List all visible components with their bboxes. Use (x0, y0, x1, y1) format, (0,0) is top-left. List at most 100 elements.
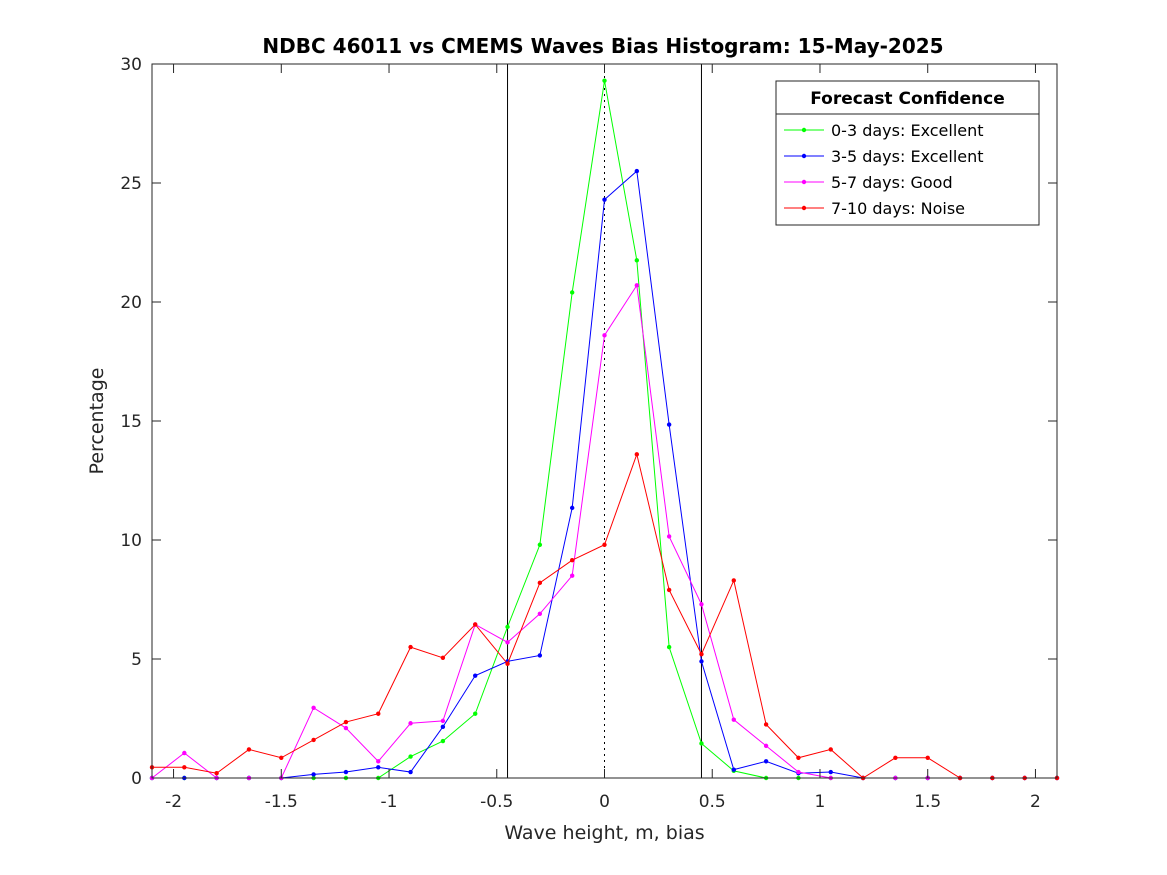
legend-item: 3-5 days: Excellent (784, 147, 984, 166)
x-tick-label: -2 (165, 792, 182, 812)
data-point (408, 769, 413, 775)
y-tick-label: 25 (120, 174, 142, 194)
chart-title: NDBC 46011 vs CMEMS Waves Bias Histogram… (262, 34, 943, 58)
data-point (408, 644, 413, 650)
data-point (440, 655, 446, 661)
legend-swatch-marker (801, 127, 807, 133)
data-point (440, 738, 446, 744)
y-tick-label: 20 (120, 293, 142, 313)
data-point (279, 755, 284, 760)
data-point (699, 602, 704, 607)
y-axis: 0 5 10 15 20 25 30 (120, 55, 1057, 789)
data-point (763, 759, 769, 764)
legend-swatch-marker (801, 205, 807, 211)
data-point (602, 542, 607, 547)
data-point (666, 644, 672, 650)
data-point (569, 290, 575, 295)
data-point (634, 452, 640, 457)
data-point (505, 640, 510, 645)
data-point (925, 755, 930, 760)
data-point (343, 769, 349, 775)
data-point (602, 197, 607, 202)
data-point (343, 719, 349, 725)
data-point (763, 722, 769, 727)
data-point (376, 759, 381, 764)
legend-label: 5-7 days: Good (831, 173, 953, 192)
data-point (828, 769, 833, 775)
data-point (893, 755, 898, 760)
legend-items: 0-3 days: Excellent 3-5 days: Excellent 5-… (784, 121, 984, 218)
data-point (408, 754, 413, 759)
x-tick-label: 2 (1030, 792, 1041, 812)
data-point (408, 721, 413, 726)
data-point (731, 767, 736, 772)
data-point (796, 769, 801, 775)
data-point (666, 422, 672, 427)
legend-title: Forecast Confidence (810, 89, 1005, 109)
data-point (731, 578, 736, 583)
data-point (311, 705, 316, 710)
data-point (343, 725, 349, 731)
data-point (569, 573, 575, 578)
data-point (537, 580, 543, 586)
data-point (473, 673, 478, 678)
legend-item: 0-3 days: Excellent (784, 121, 984, 140)
y-tick-label: 0 (131, 769, 142, 789)
legend-box (775, 80, 1040, 226)
data-point (763, 743, 769, 749)
data-point (796, 755, 801, 760)
x-tick-label: 1.5 (914, 792, 941, 812)
data-point (505, 624, 510, 630)
data-point (376, 765, 381, 770)
data-point (666, 587, 672, 593)
data-point (376, 711, 381, 716)
legend-label: 7-10 days: Noise (831, 199, 965, 218)
x-tick-label: -1.5 (265, 792, 298, 812)
data-point (440, 718, 446, 724)
legend-swatch-marker (801, 179, 807, 185)
data-point (699, 741, 704, 746)
data-point (473, 711, 478, 716)
data-point (182, 765, 187, 770)
data-point (569, 558, 575, 563)
data-point (246, 747, 252, 752)
data-point (634, 258, 640, 263)
y-tick-label: 10 (120, 531, 142, 551)
data-point (699, 659, 704, 664)
data-point (569, 505, 575, 511)
x-axis: -2 -1.5 -1 -0.5 0 0.5 1 1.5 2 (165, 64, 1041, 812)
legend-item: 7-10 days: Noise (784, 199, 965, 218)
x-axis-label: Wave height, m, bias (504, 822, 704, 844)
x-tick-label: 0.5 (699, 792, 726, 812)
data-point (537, 542, 543, 547)
y-tick-label: 5 (131, 650, 142, 670)
data-point (666, 534, 672, 539)
data-point (440, 724, 446, 730)
data-point (828, 747, 833, 752)
data-point (537, 611, 543, 616)
x-tick-label: 0 (599, 792, 610, 812)
data-point (699, 652, 704, 657)
legend-label: 3-5 days: Excellent (831, 147, 984, 166)
y-tick-label: 30 (120, 55, 142, 75)
legend: Forecast Confidence 0-3 days: Excellent 3… (775, 80, 1040, 226)
data-point (634, 168, 640, 174)
y-axis-label: Percentage (86, 368, 108, 475)
legend-swatch-marker (801, 153, 807, 159)
x-tick-label: -0.5 (480, 792, 513, 812)
data-point (602, 78, 607, 83)
legend-label: 0-3 days: Excellent (831, 121, 984, 140)
series-3 (149, 452, 1060, 781)
data-point (537, 653, 543, 658)
y-tick-label: 15 (120, 412, 142, 432)
legend-item: 5-7 days: Good (784, 173, 953, 192)
data-point (182, 750, 187, 756)
x-tick-label: 1 (815, 792, 826, 812)
data-point (634, 283, 640, 288)
data-point (602, 333, 607, 338)
data-point (505, 661, 510, 666)
x-tick-label: -1 (381, 792, 398, 812)
data-point (731, 717, 736, 722)
data-point (214, 771, 219, 776)
